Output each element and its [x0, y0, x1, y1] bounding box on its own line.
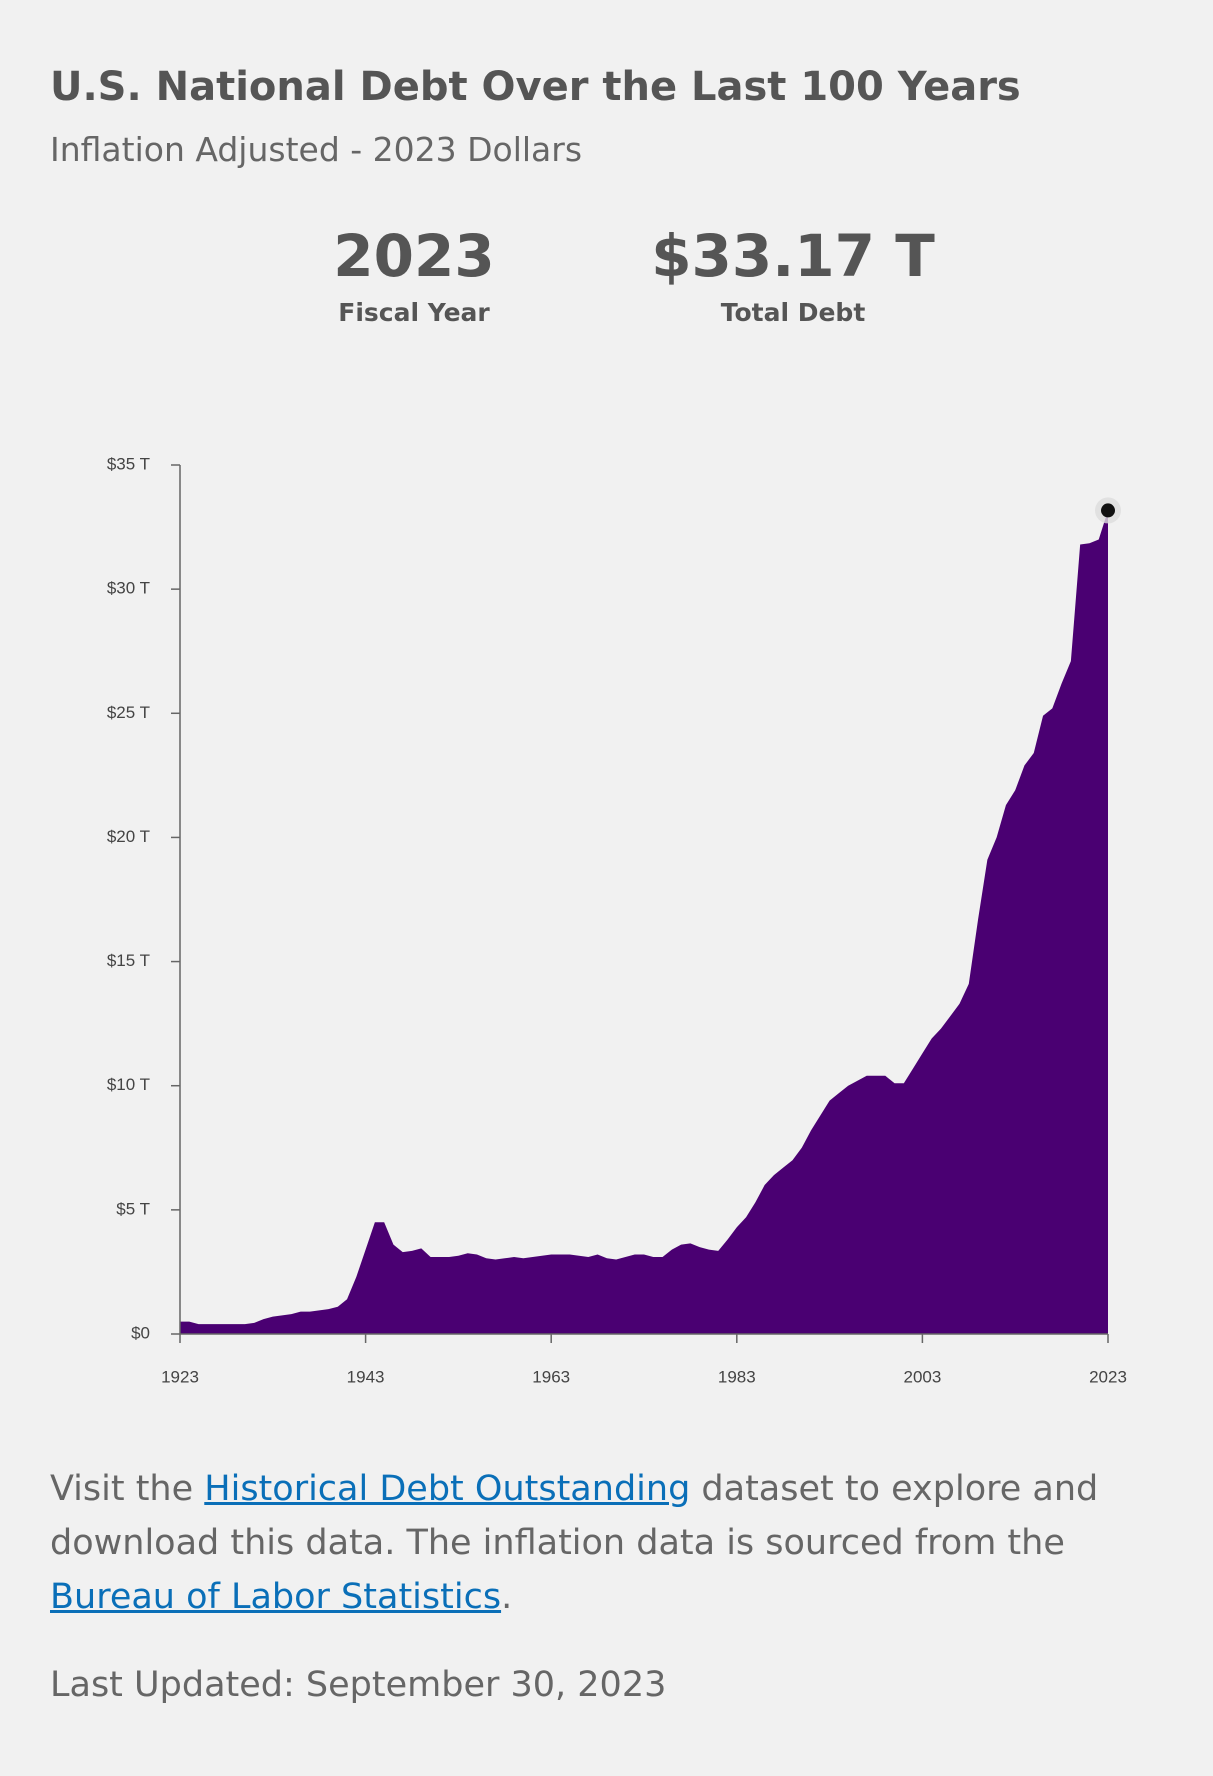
stat-value: $33.17 T	[651, 222, 935, 290]
x-tick-label: 1923	[161, 1367, 199, 1386]
y-tick-label: $5 T	[116, 1199, 150, 1218]
y-tick-label: $0	[131, 1323, 150, 1342]
y-tick-label: $30 T	[107, 579, 150, 598]
stat: 2023 Fiscal Year	[264, 222, 564, 327]
stat-value: 2023	[333, 222, 495, 290]
stat: $33.17 T Total Debt	[643, 222, 943, 327]
x-tick-label: 1983	[718, 1367, 756, 1386]
chart: $0 $5 T $10 T $15 T $20 T $25 T $30 T $35 T 1923…	[107, 454, 1127, 1386]
stat-label: Total Debt	[720, 298, 866, 327]
text: Visit the	[50, 1469, 205, 1509]
x-tick-label: 1963	[532, 1367, 570, 1386]
y-tick-label: $10 T	[107, 1075, 150, 1094]
x-tick-label: 2023	[1089, 1367, 1127, 1386]
stat-label: Fiscal Year	[338, 298, 490, 327]
last-updated: Last Updated: September 30, 2023	[50, 1665, 667, 1705]
footer-text: Visit the Historical Debt Outstanding da…	[50, 1462, 1170, 1624]
y-tick-label: $20 T	[107, 827, 150, 846]
highlight-point	[1101, 503, 1115, 518]
y-tick-label: $25 T	[107, 703, 150, 722]
area	[180, 510, 1108, 1334]
text: dataset to explore and download this dat…	[50, 1469, 1099, 1563]
link[interactable]: Bureau of Labor Statistics	[50, 1577, 502, 1617]
y-tick-label: $35 T	[107, 454, 150, 473]
title: U.S. National Debt Over the Last 100 Yea…	[50, 64, 1021, 110]
link[interactable]: Historical Debt Outstanding	[204, 1469, 691, 1509]
text: .	[501, 1577, 513, 1617]
x-tick-label: 1943	[347, 1367, 385, 1386]
y-tick-label: $15 T	[107, 951, 150, 970]
subtitle: Inflation Adjusted - 2023 Dollars	[50, 130, 583, 169]
x-tick-label: 2003	[903, 1367, 941, 1386]
